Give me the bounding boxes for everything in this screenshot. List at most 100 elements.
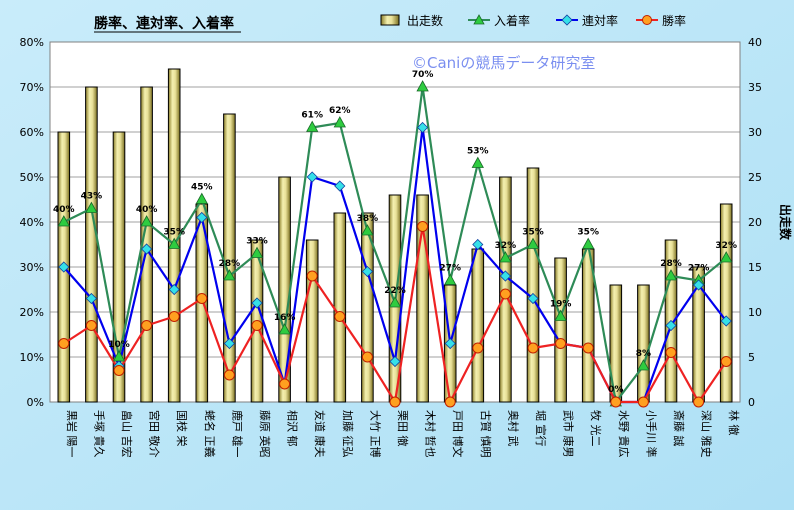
category-label: 栗田 徹 bbox=[396, 410, 410, 447]
marker-circle bbox=[168, 311, 180, 322]
data-label: 40% bbox=[136, 205, 158, 215]
category-label: 武市 康男 bbox=[562, 410, 576, 458]
category-label: 藤原 英昭 bbox=[258, 410, 272, 458]
marker-circle bbox=[527, 342, 539, 354]
bar-runs bbox=[112, 131, 126, 403]
legend-swatch bbox=[380, 14, 400, 26]
bar-runs bbox=[526, 167, 540, 403]
marker-triangle bbox=[388, 296, 402, 308]
marker-diamond bbox=[334, 180, 346, 192]
data-label: 28% bbox=[219, 259, 241, 269]
marker-circle bbox=[85, 320, 97, 331]
left-tick-label: 10% bbox=[20, 351, 44, 364]
data-label: 27% bbox=[688, 264, 710, 274]
category-label: 畠山 吉宏 bbox=[120, 410, 134, 458]
marker-triangle bbox=[333, 116, 346, 128]
data-label: 38% bbox=[357, 214, 379, 224]
marker-triangle bbox=[526, 237, 540, 249]
marker-triangle bbox=[416, 80, 429, 92]
marker-circle bbox=[444, 396, 456, 408]
marker-circle bbox=[334, 311, 346, 322]
bar-runs bbox=[223, 113, 236, 403]
marker-diamond bbox=[251, 297, 263, 309]
marker-circle bbox=[389, 396, 401, 408]
marker-triangle bbox=[85, 201, 98, 213]
right-tick-label: 10 bbox=[748, 306, 762, 319]
marker-triangle bbox=[471, 156, 484, 168]
marker-circle bbox=[720, 356, 732, 367]
marker-triangle bbox=[140, 215, 153, 227]
bar-runs bbox=[471, 248, 485, 403]
category-label: 奥村 武 bbox=[506, 410, 520, 447]
data-label: 53% bbox=[467, 147, 489, 157]
marker-diamond bbox=[389, 355, 401, 368]
marker-diamond bbox=[168, 283, 180, 296]
marker-circle bbox=[610, 396, 622, 408]
marker-triangle bbox=[664, 269, 678, 281]
marker-circle bbox=[361, 351, 373, 363]
marker-triangle bbox=[499, 251, 512, 263]
right-tick-label: 25 bbox=[748, 171, 762, 184]
marker-circle bbox=[141, 320, 153, 331]
category-label: 古賀 慎明 bbox=[479, 410, 493, 458]
data-label: 16% bbox=[274, 313, 296, 323]
marker-circle bbox=[251, 320, 263, 331]
left-tick-label: 0% bbox=[27, 396, 44, 409]
category-label: 戸田 博文 bbox=[451, 410, 465, 458]
marker-circle bbox=[196, 293, 208, 304]
marker-circle bbox=[113, 365, 125, 376]
category-label: 加藤 征弘 bbox=[341, 410, 354, 458]
marker-triangle bbox=[250, 246, 264, 258]
right-tick-label: 35 bbox=[748, 81, 762, 94]
right-axis-ticks: 0 5 10 15 20 25 30 35 40 bbox=[748, 36, 762, 409]
marker-diamond bbox=[499, 270, 511, 282]
category-label: 宮田 敬介 bbox=[148, 410, 162, 458]
category-label: 大竹 正博 bbox=[368, 410, 382, 458]
left-tick-label: 50% bbox=[20, 171, 44, 184]
marker-circle bbox=[58, 338, 70, 349]
legend-marker bbox=[642, 15, 652, 25]
data-label: 0% bbox=[608, 385, 623, 395]
left-tick-label: 60% bbox=[20, 126, 44, 139]
category-label: 水野 貴広 bbox=[617, 410, 631, 458]
marker-diamond bbox=[720, 315, 732, 327]
bar-runs bbox=[637, 284, 650, 403]
right-tick-label: 5 bbox=[748, 351, 755, 364]
marker-triangle bbox=[444, 273, 457, 285]
category-label: 小手川 準 bbox=[644, 410, 658, 458]
data-label: 62% bbox=[329, 106, 351, 116]
category-label: 蛯名 正義 bbox=[203, 410, 217, 458]
marker-diamond bbox=[417, 121, 429, 134]
data-label: 33% bbox=[246, 237, 268, 247]
marker-triangle bbox=[361, 224, 374, 236]
marker-circle bbox=[582, 342, 594, 354]
marker-diamond bbox=[196, 211, 208, 224]
data-label: 40% bbox=[53, 205, 75, 215]
category-label: 林 徹 bbox=[727, 410, 741, 436]
category-label: 手塚 貴久 bbox=[92, 410, 106, 458]
legend-label: 出走数 bbox=[407, 13, 443, 28]
data-label: 8% bbox=[636, 349, 651, 359]
marker-triangle bbox=[554, 309, 567, 321]
marker-diamond bbox=[223, 337, 235, 350]
data-label: 27% bbox=[439, 264, 461, 274]
bar-runs bbox=[361, 212, 374, 403]
marker-circle bbox=[499, 288, 511, 300]
data-label: 22% bbox=[384, 286, 406, 296]
legend-label: 勝率 bbox=[662, 13, 686, 28]
left-tick-label: 70% bbox=[20, 81, 44, 94]
category-label: 友道 康夫 bbox=[313, 410, 327, 458]
category-label: 国枝 栄 bbox=[175, 410, 189, 447]
marker-diamond bbox=[444, 337, 456, 350]
marker-triangle bbox=[57, 215, 70, 227]
data-label-layer: 40% 43% 10% 40% 35% 45% 28% 33% 16% 61% 62% 38% 22% 7… bbox=[53, 70, 737, 395]
category-label: 鹿戸 雄一 bbox=[230, 410, 244, 458]
marker-diamond bbox=[58, 261, 70, 273]
marker-circle bbox=[555, 338, 567, 349]
marker-diamond bbox=[472, 238, 484, 251]
bar-runs bbox=[305, 239, 319, 403]
right-tick-label: 20 bbox=[748, 216, 762, 229]
marker-diamond bbox=[361, 265, 373, 278]
data-label: 45% bbox=[191, 183, 213, 193]
